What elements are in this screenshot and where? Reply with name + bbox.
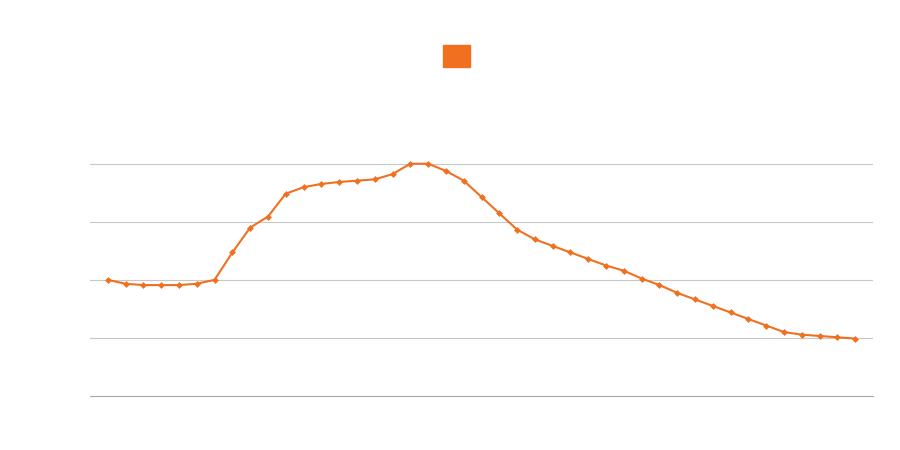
Legend: 価格: 価格 bbox=[443, 45, 520, 67]
